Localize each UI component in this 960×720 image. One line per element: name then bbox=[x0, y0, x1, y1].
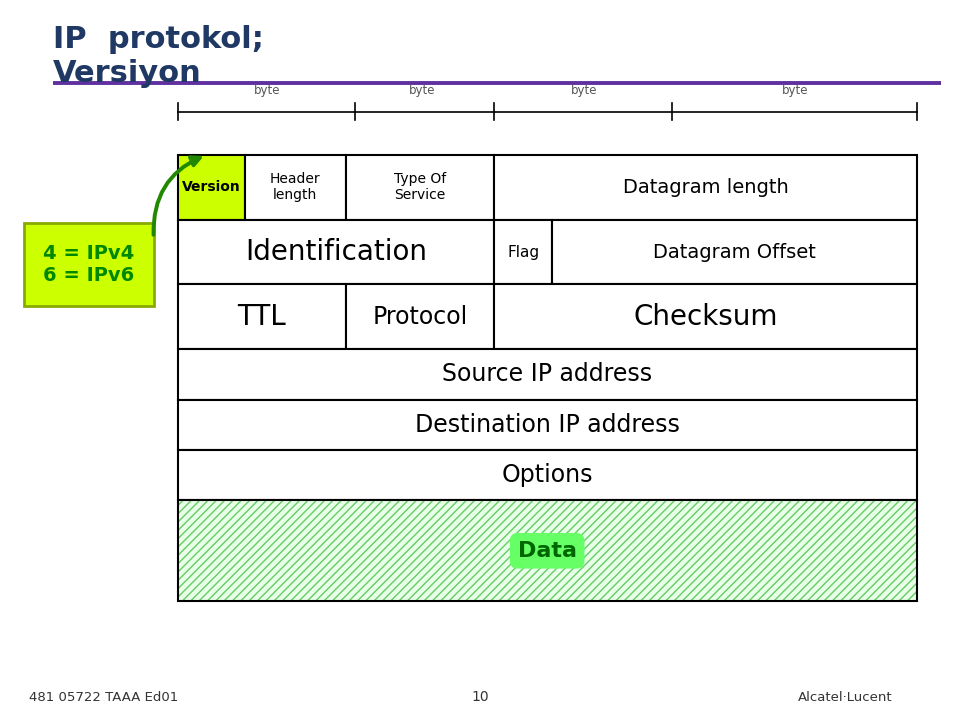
Text: TTL: TTL bbox=[237, 303, 286, 330]
Text: byte: byte bbox=[409, 84, 436, 97]
Text: Data: Data bbox=[517, 541, 577, 561]
Bar bbox=[178, 400, 917, 450]
Bar bbox=[178, 500, 917, 601]
Text: Protocol: Protocol bbox=[372, 305, 468, 329]
Bar bbox=[178, 500, 917, 601]
Text: 10: 10 bbox=[471, 690, 489, 704]
Text: IP  protokol;: IP protokol; bbox=[53, 25, 264, 54]
Text: byte: byte bbox=[253, 84, 280, 97]
Bar bbox=[24, 223, 154, 306]
Text: Options: Options bbox=[501, 463, 593, 487]
Text: Datagram Offset: Datagram Offset bbox=[653, 243, 816, 261]
Text: Identification: Identification bbox=[245, 238, 427, 266]
Bar bbox=[494, 284, 917, 349]
Bar bbox=[178, 450, 917, 500]
Text: Checksum: Checksum bbox=[634, 303, 778, 330]
Bar bbox=[178, 155, 245, 220]
Bar bbox=[245, 155, 346, 220]
FancyArrowPatch shape bbox=[154, 157, 200, 235]
Text: byte: byte bbox=[570, 84, 597, 97]
Text: Source IP address: Source IP address bbox=[443, 362, 652, 387]
Bar bbox=[552, 220, 917, 284]
Text: 4 = IPv4
6 = IPv6: 4 = IPv4 6 = IPv6 bbox=[43, 244, 134, 285]
Bar bbox=[178, 349, 917, 400]
Bar bbox=[178, 500, 917, 601]
Bar bbox=[346, 284, 494, 349]
Text: 481 05722 TAAA Ed01: 481 05722 TAAA Ed01 bbox=[29, 691, 178, 704]
Text: byte: byte bbox=[781, 84, 808, 97]
Text: Flag: Flag bbox=[507, 245, 540, 259]
Text: Version: Version bbox=[181, 180, 241, 194]
Bar bbox=[494, 155, 917, 220]
Text: Header
length: Header length bbox=[270, 172, 321, 202]
Text: Type Of
Service: Type Of Service bbox=[394, 172, 446, 202]
Text: Alcatel·Lucent: Alcatel·Lucent bbox=[798, 691, 892, 704]
Text: Destination IP address: Destination IP address bbox=[415, 413, 680, 437]
Bar bbox=[494, 220, 552, 284]
Text: Datagram length: Datagram length bbox=[623, 178, 788, 197]
Bar bbox=[178, 220, 494, 284]
Bar bbox=[346, 155, 494, 220]
Text: Versiyon: Versiyon bbox=[53, 59, 202, 88]
Bar bbox=[178, 284, 346, 349]
